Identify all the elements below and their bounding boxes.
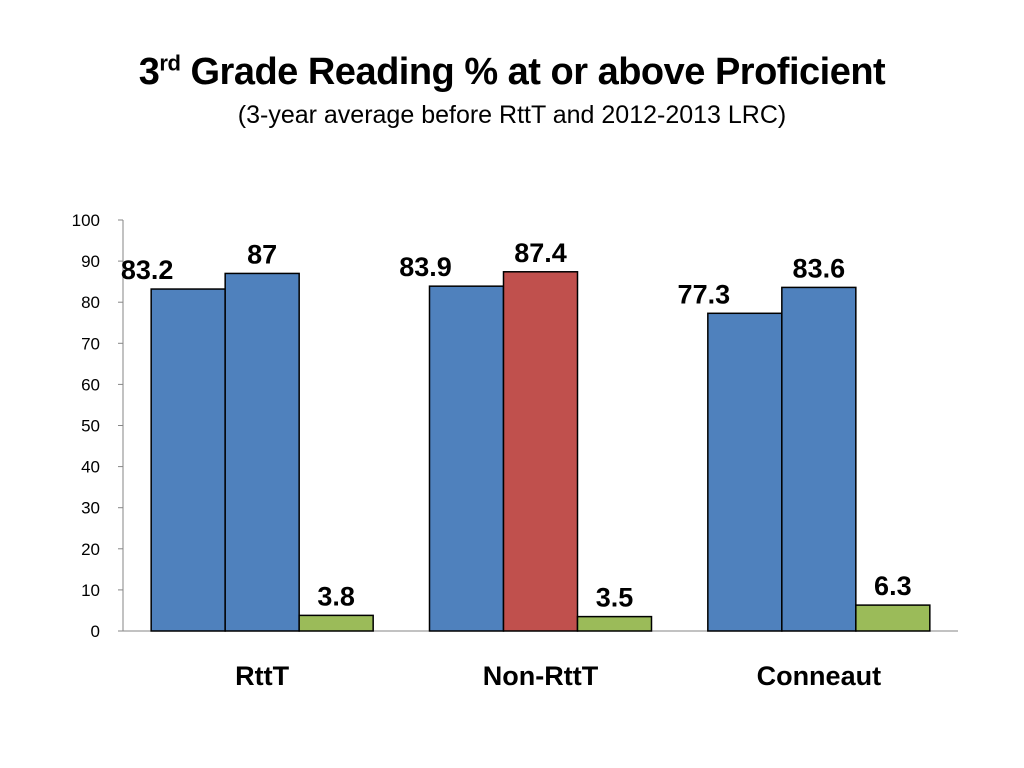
title-superscript: rd [159, 50, 181, 76]
data-label: 83.9 [399, 252, 452, 282]
y-tick-label: 60 [81, 375, 100, 394]
data-label: 77.3 [678, 279, 731, 309]
bar [502, 271, 579, 632]
y-tick-label: 0 [91, 622, 100, 641]
title-rest: Grade Reading % at or above Proficient [180, 51, 886, 93]
data-label: 87 [247, 239, 277, 269]
bar [576, 615, 653, 632]
data-label: 6.3 [874, 571, 912, 601]
bar [150, 288, 226, 632]
category-label: Conneaut [757, 661, 882, 691]
y-tick-label: 10 [81, 581, 100, 600]
bar [707, 312, 783, 632]
bar [781, 286, 857, 632]
chart-subtitle: (3-year average before RttT and 2012-201… [237, 100, 787, 129]
category-label: RttT [235, 661, 289, 691]
chart-title: 3rd Grade Reading % at or above Proficie… [0, 50, 1024, 94]
bar [428, 285, 505, 632]
y-tick-label: 40 [81, 458, 100, 477]
category-label: Non-RttT [483, 661, 599, 691]
y-tick-label: 20 [81, 540, 100, 559]
y-tick-label: 80 [81, 293, 100, 312]
data-label: 3.8 [317, 581, 355, 611]
y-tick-label: 30 [81, 499, 100, 518]
bar [855, 604, 931, 632]
y-tick-label: 70 [81, 334, 100, 353]
bar [224, 272, 300, 632]
data-label: 3.5 [596, 583, 634, 613]
y-tick-label: 100 [72, 211, 100, 230]
bar [298, 614, 374, 632]
data-label: 87.4 [514, 238, 567, 268]
data-label: 83.6 [793, 253, 846, 283]
data-label: 83.2 [121, 255, 174, 285]
y-tick-label: 90 [81, 252, 100, 271]
title-prefix: 3 [138, 51, 160, 93]
y-tick-label: 50 [81, 417, 100, 436]
chart-title-block: 3rd Grade Reading % at or above Proficie… [0, 50, 1024, 129]
